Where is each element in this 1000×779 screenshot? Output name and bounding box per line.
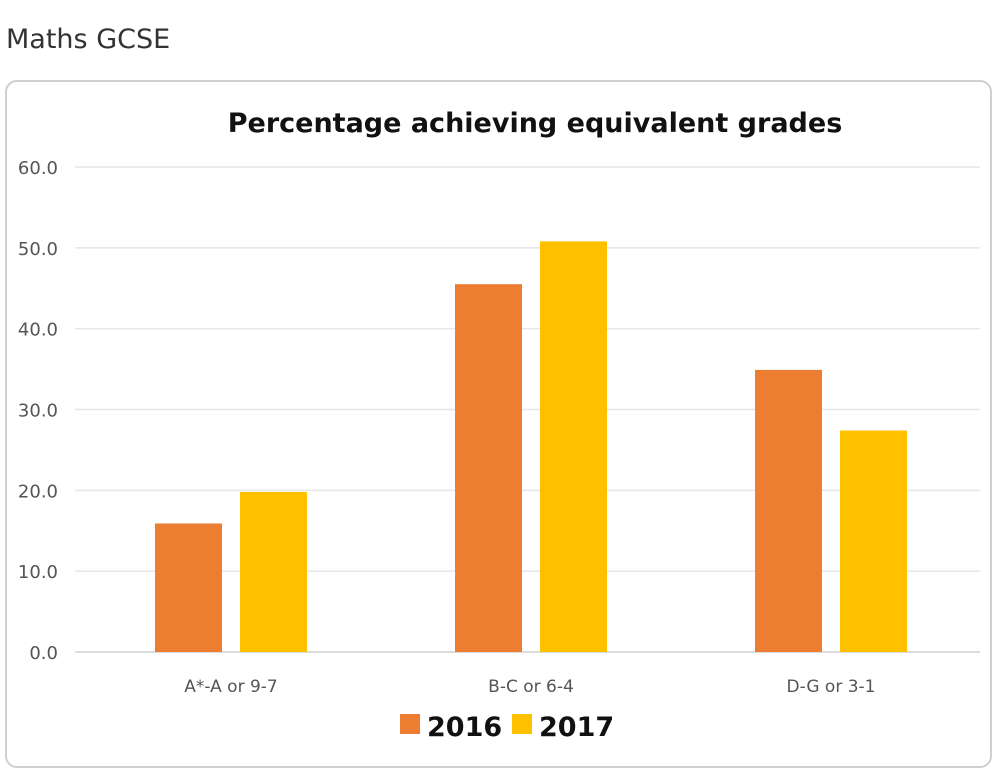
y-tick-label: 0.0 [29,643,58,664]
y-tick-label: 50.0 [18,239,58,260]
bar-2016-1 [455,284,522,652]
legend-label: 2017 [539,712,614,743]
chart-card [5,80,992,768]
bar-2016-0 [155,523,222,652]
legend-label: 2016 [427,712,502,743]
x-tick-label: D-G or 3-1 [787,677,876,697]
y-tick-label: 10.0 [18,562,58,583]
legend-swatch-2017 [512,714,532,734]
y-tick-label: 60.0 [18,158,58,179]
page-title: Maths GCSE [6,24,171,55]
bar-2016-2 [755,369,822,652]
bar-2017-0 [240,491,307,652]
x-tick-label: A*-A or 9-7 [184,677,277,697]
chart-title: Percentage achieving equivalent grades [228,108,843,139]
legend-swatch-2016 [400,714,420,734]
bar-2017-1 [540,241,607,652]
bar-2017-2 [840,430,907,652]
y-tick-label: 40.0 [18,320,58,341]
y-tick-label: 20.0 [18,481,58,502]
y-tick-label: 30.0 [18,401,58,422]
x-tick-label: B-C or 6-4 [488,677,574,697]
